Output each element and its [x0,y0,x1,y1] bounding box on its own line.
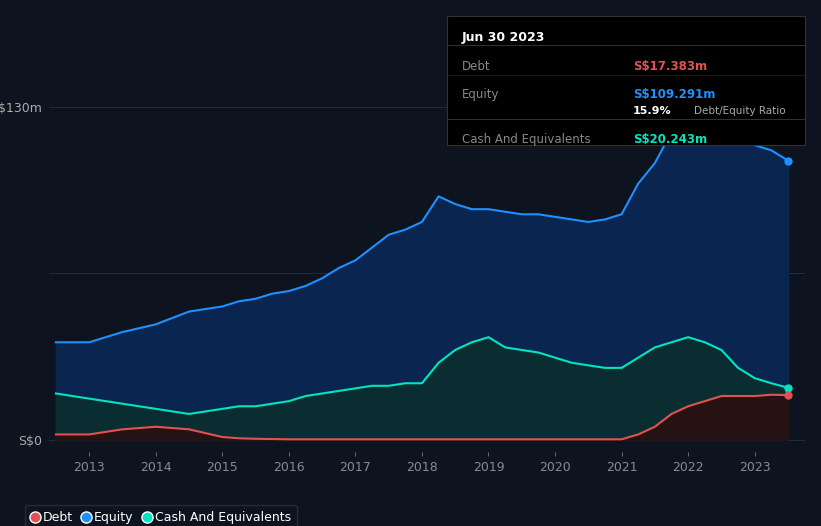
Text: Equity: Equity [461,88,499,101]
Text: Debt/Equity Ratio: Debt/Equity Ratio [694,106,786,116]
Text: Debt: Debt [461,59,490,73]
Text: S$20.243m: S$20.243m [633,133,707,146]
Text: S$17.383m: S$17.383m [633,59,707,73]
FancyBboxPatch shape [447,16,805,145]
Text: S$109.291m: S$109.291m [633,88,716,101]
Text: Jun 30 2023: Jun 30 2023 [461,31,545,44]
Legend: Debt, Equity, Cash And Equivalents: Debt, Equity, Cash And Equivalents [25,505,297,526]
Text: 15.9%: 15.9% [633,106,672,116]
Text: Cash And Equivalents: Cash And Equivalents [461,133,590,146]
